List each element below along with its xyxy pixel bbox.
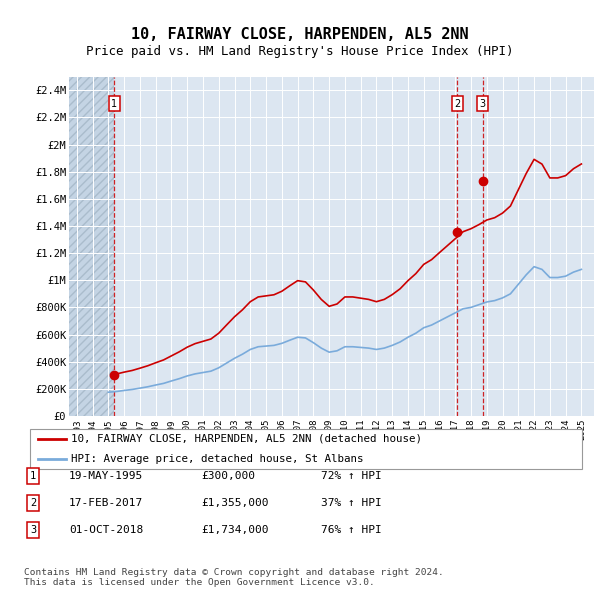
Text: 3: 3 — [480, 99, 486, 109]
Text: 19-MAY-1995: 19-MAY-1995 — [69, 471, 143, 481]
Text: HPI: Average price, detached house, St Albans: HPI: Average price, detached house, St A… — [71, 454, 364, 464]
Text: 37% ↑ HPI: 37% ↑ HPI — [321, 499, 382, 508]
Text: 10, FAIRWAY CLOSE, HARPENDEN, AL5 2NN (detached house): 10, FAIRWAY CLOSE, HARPENDEN, AL5 2NN (d… — [71, 434, 422, 444]
Bar — [69, 77, 115, 416]
Text: Price paid vs. HM Land Registry's House Price Index (HPI): Price paid vs. HM Land Registry's House … — [86, 45, 514, 58]
Text: £300,000: £300,000 — [201, 471, 255, 481]
Text: 2: 2 — [454, 99, 460, 109]
Text: £1,355,000: £1,355,000 — [201, 499, 269, 508]
Text: 01-OCT-2018: 01-OCT-2018 — [69, 526, 143, 535]
Text: 3: 3 — [30, 526, 36, 535]
Text: 10, FAIRWAY CLOSE, HARPENDEN, AL5 2NN: 10, FAIRWAY CLOSE, HARPENDEN, AL5 2NN — [131, 27, 469, 42]
Text: 76% ↑ HPI: 76% ↑ HPI — [321, 526, 382, 535]
Text: 1: 1 — [112, 99, 118, 109]
Text: 1: 1 — [30, 471, 36, 481]
Text: 2: 2 — [30, 499, 36, 508]
FancyBboxPatch shape — [30, 429, 582, 469]
Text: £1,734,000: £1,734,000 — [201, 526, 269, 535]
Text: Contains HM Land Registry data © Crown copyright and database right 2024.
This d: Contains HM Land Registry data © Crown c… — [24, 568, 444, 587]
Text: 17-FEB-2017: 17-FEB-2017 — [69, 499, 143, 508]
Text: 72% ↑ HPI: 72% ↑ HPI — [321, 471, 382, 481]
